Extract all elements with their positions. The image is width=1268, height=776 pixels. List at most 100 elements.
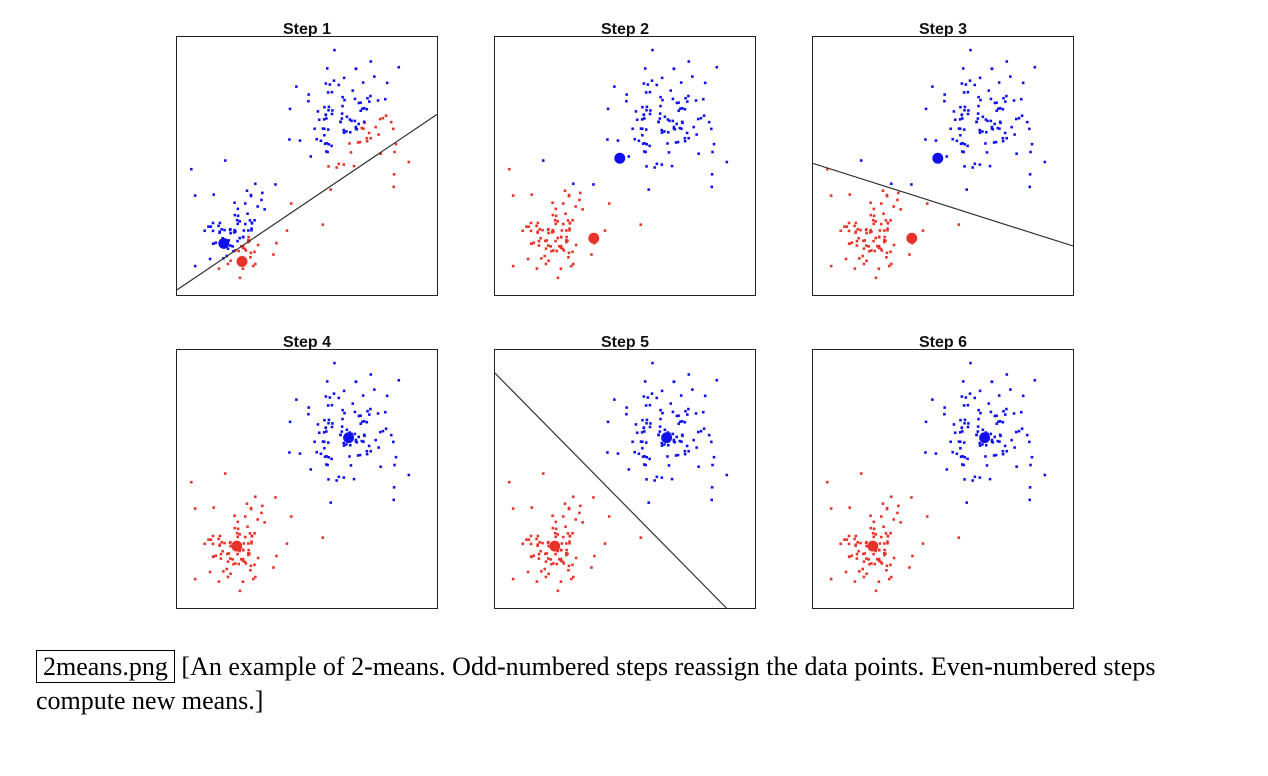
data-point: [990, 380, 994, 383]
data-point: [874, 236, 878, 240]
data-point: [362, 419, 366, 423]
data-point: [552, 249, 555, 252]
data-point: [327, 108, 330, 112]
data-point: [342, 163, 346, 166]
data-point: [981, 115, 985, 119]
data-point: [211, 229, 215, 233]
data-point: [862, 552, 865, 556]
data-point: [567, 193, 571, 197]
data-point: [973, 475, 977, 479]
data-point: [882, 212, 885, 216]
data-point: [854, 534, 858, 538]
data-point: [639, 440, 643, 443]
centroid-blue: [661, 432, 673, 444]
data-point: [357, 414, 361, 418]
data-point: [877, 235, 881, 239]
data-point: [943, 406, 946, 409]
data-point: [659, 408, 662, 412]
data-point: [877, 548, 881, 552]
data-point: [253, 531, 256, 535]
data-point: [532, 554, 536, 557]
data-point: [848, 193, 852, 196]
data-point: [508, 480, 511, 484]
data-point: [357, 122, 360, 126]
chart-panel-2: [494, 36, 756, 296]
data-point: [959, 455, 963, 459]
data-point: [660, 444, 664, 447]
data-point: [649, 422, 652, 425]
data-point: [249, 193, 253, 197]
data-point: [590, 253, 593, 256]
data-point: [574, 243, 578, 247]
data-point: [235, 218, 239, 222]
data-point: [658, 117, 662, 120]
data-point: [683, 107, 687, 111]
data-point: [966, 90, 970, 94]
data-point: [252, 264, 255, 268]
data-point: [571, 563, 574, 567]
data-point: [879, 560, 883, 564]
data-point: [212, 193, 216, 196]
data-point: [554, 535, 558, 539]
data-point: [359, 101, 362, 104]
data-point: [250, 542, 253, 545]
data-point: [857, 549, 860, 553]
data-point: [707, 120, 711, 124]
caption-text: [An example of 2-means. Odd-numbered ste…: [36, 652, 1156, 715]
data-point: [1001, 136, 1005, 140]
data-point: [892, 243, 896, 247]
data-point: [547, 259, 550, 263]
data-point: [321, 127, 325, 130]
data-point: [848, 506, 852, 509]
data-point: [959, 418, 962, 422]
data-point: [321, 440, 325, 443]
data-point: [885, 193, 889, 197]
data-point: [945, 155, 949, 158]
data-point: [668, 119, 671, 123]
data-point: [254, 495, 257, 499]
data-point: [877, 244, 881, 248]
data-point: [342, 389, 346, 393]
data-point: [193, 577, 197, 581]
data-point: [332, 392, 336, 395]
data-point: [644, 404, 648, 407]
data-point: [648, 90, 652, 94]
data-point: [275, 241, 278, 245]
data-point: [559, 244, 563, 248]
data-point: [886, 535, 890, 538]
data-point: [223, 541, 226, 545]
data-point: [635, 431, 639, 435]
data-point: [650, 392, 654, 395]
data-point: [669, 402, 673, 405]
data-point: [357, 435, 360, 439]
data-point: [525, 225, 528, 228]
data-point: [389, 120, 393, 124]
data-point: [324, 82, 328, 85]
data-point: [890, 495, 893, 499]
data-point: [285, 542, 289, 545]
data-point: [260, 198, 263, 202]
data-point: [307, 412, 310, 416]
figure-filename: 2means.png: [36, 650, 175, 683]
scatter-plot-6: [826, 361, 1047, 593]
data-point: [992, 454, 996, 457]
data-point: [986, 119, 989, 123]
data-point: [207, 538, 210, 541]
data-point: [1005, 60, 1009, 63]
data-point: [670, 164, 674, 168]
data-point: [645, 478, 648, 481]
data-point: [1028, 173, 1032, 176]
data-point: [1009, 388, 1012, 391]
data-point: [217, 537, 220, 541]
data-point: [1021, 81, 1025, 85]
data-point: [353, 97, 357, 101]
data-point: [680, 106, 684, 110]
data-point: [649, 109, 652, 112]
data-point: [362, 127, 365, 130]
data-point: [1002, 409, 1005, 413]
data-point: [218, 534, 222, 538]
data-point: [552, 562, 555, 565]
data-point: [249, 564, 253, 568]
data-point: [535, 224, 538, 228]
data-point: [511, 194, 515, 197]
